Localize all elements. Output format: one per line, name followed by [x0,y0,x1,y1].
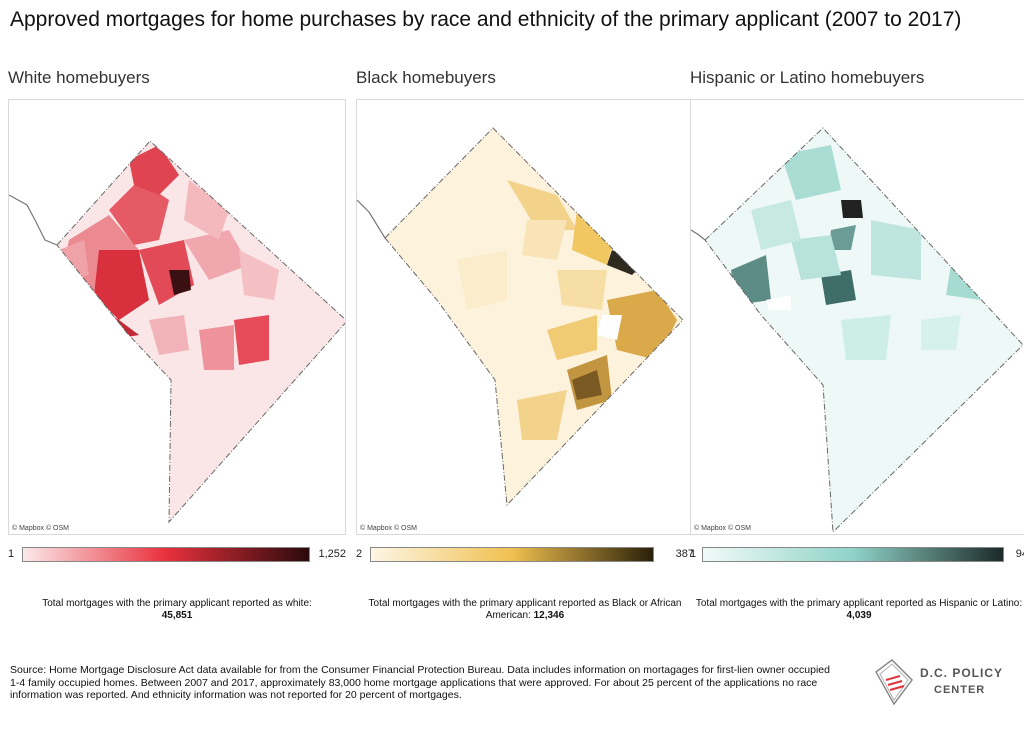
map-attribution: © Mapbox © OSM [694,525,751,532]
legend-gradient-bar [702,547,1004,562]
color-legend: 1 94 [690,545,1024,567]
dc-map-svg [357,127,684,507]
map-panel-black: Black homebuyers [356,66,696,621]
legend-min-label: 2 [356,548,363,560]
choropleth-map[interactable]: © Mapbox © OSM [356,99,694,535]
legend-gradient-bar [370,547,654,562]
dc-map-svg [691,127,1024,534]
panel-title: White homebuyers [8,68,150,87]
panel-title: Black homebuyers [356,68,496,87]
color-legend: 1 1,252 [8,545,346,567]
color-legend: 2 387 [356,545,694,567]
river-line [691,229,706,241]
total-caption: Total mortgages with the primary applica… [356,598,694,622]
map-panel-white: White homebuyers [8,66,348,621]
dc-map-svg [9,140,345,524]
map-attribution: © Mapbox © OSM [12,525,69,532]
map-panel-hispanic: Hispanic or Latino homebuyers [690,66,1024,621]
map-attribution: © Mapbox © OSM [360,525,417,532]
page-title: Approved mortgages for home purchases by… [10,8,962,31]
legend-max-label: 94 [1015,548,1024,560]
total-caption: Total mortgages with the primary applica… [8,598,346,622]
caption-text: Total mortgages with the primary applica… [368,598,682,621]
dc-boundary [704,127,1024,534]
caption-text: Total mortgages with the primary applica… [42,598,312,609]
logo-line-2: CENTER [934,684,986,696]
legend-gradient-bar [22,547,310,562]
legend-max-label: 387 [675,548,694,560]
dc-boundary [384,127,684,507]
logo-line-1: D.C. POLICY [920,666,1004,680]
dc-map-logo-icon [875,659,913,706]
caption-total: 45,851 [161,610,193,621]
panel-title: Hispanic or Latino homebuyers [690,68,925,87]
dc-policy-center-logo[interactable]: D.C. POLICY CENTER [872,658,1012,708]
tract-shapes [57,141,345,522]
river-line [357,199,386,239]
caption-total: 4,039 [846,610,872,621]
tract-shapes [385,128,683,505]
caption-text: Total mortgages with the primary applica… [695,598,1023,609]
caption-total: 12,346 [533,610,565,621]
legend-min-label: 1 [8,548,15,560]
legend-min-label: 1 [690,548,697,560]
source-note: Source: Home Mortgage Disclosure Act dat… [10,664,830,701]
total-caption: Total mortgages with the primary applica… [690,598,1024,622]
river-line [9,194,58,246]
legend-max-label: 1,252 [318,548,346,560]
dc-boundary [56,140,345,524]
choropleth-map[interactable]: © Mapbox © OSM [690,99,1024,535]
choropleth-map[interactable]: © Mapbox © OSM [8,99,346,535]
